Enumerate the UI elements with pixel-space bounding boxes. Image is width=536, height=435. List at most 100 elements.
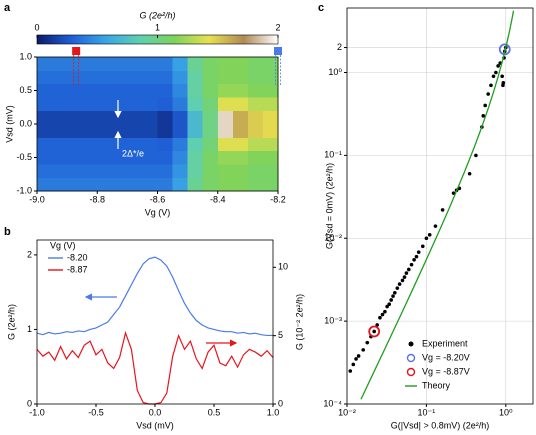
heatmap-cell [172, 97, 189, 111]
colorbar-tick-label: 2 [275, 22, 280, 32]
heatmap-cell [262, 83, 279, 98]
y-tick-label: 1.0 [19, 51, 32, 61]
heatmap-cell [52, 110, 68, 125]
colorbar-label: G (2e²/h) [139, 10, 175, 20]
heatmap-cell [67, 110, 83, 125]
x-tick-label: -0.5 [88, 407, 104, 417]
panel-letter: c [318, 2, 324, 14]
heatmap-cell [202, 177, 219, 192]
heatmap-cell [112, 124, 128, 138]
heatmap-cell [157, 97, 173, 111]
legend-title: Vg (V) [50, 240, 76, 250]
heatmap-cell [127, 150, 143, 165]
data-point [440, 208, 445, 212]
heatmap-cell [157, 57, 173, 71]
heatmap-cell [97, 97, 113, 111]
heatmap-cell [67, 57, 83, 71]
heatmap-cell [262, 124, 279, 138]
heatmap-cell [112, 150, 128, 165]
data-point [351, 362, 356, 367]
x-tick-label: 1.0 [267, 407, 280, 417]
x-tick-label: 10⁻² [338, 407, 356, 417]
x-tick-label: 10⁰ [499, 407, 513, 417]
heatmap-cell [127, 57, 143, 71]
heatmap-cell [82, 164, 98, 178]
data-point [372, 329, 376, 334]
theory-line [360, 10, 515, 400]
heatmap-cell [67, 124, 83, 138]
panel-letter: b [4, 226, 11, 238]
data-point [383, 309, 387, 314]
legend-label: Vg = -8.87V [422, 366, 470, 376]
heatmap-cell [217, 70, 234, 85]
heatmap-cell [82, 97, 98, 111]
heatmap-cell [262, 137, 279, 152]
heatmap-cell [157, 150, 173, 165]
heatmap-cell [52, 150, 68, 165]
heatmap-cell [157, 124, 173, 138]
heatmap-cell [172, 164, 189, 178]
data-point [391, 294, 395, 298]
heatmap-cell [217, 110, 234, 125]
heatmap-cell [52, 124, 68, 138]
x-tick-label: -1.0 [29, 407, 45, 417]
heatmap-cell [247, 83, 264, 98]
heatmap-cell [202, 110, 219, 125]
heatmap-cell [82, 70, 98, 85]
data-point [378, 315, 382, 320]
heatmap-cell [262, 177, 279, 192]
heatmap-cell [37, 137, 53, 152]
heatmap-cell [247, 70, 264, 85]
data-point [404, 271, 409, 275]
data-point [414, 254, 419, 259]
y2-tick-label: 10 [278, 262, 288, 272]
legend-label: -8.87 [67, 264, 88, 274]
heatmap-cell [37, 83, 53, 98]
data-point [409, 262, 414, 267]
heatmap-cell [67, 83, 83, 98]
heatmap-cell [112, 97, 128, 111]
heatmap-cell [82, 124, 98, 138]
heatmap-cell [37, 57, 53, 71]
heatmap-cell [97, 57, 113, 71]
heatmap-cell [202, 57, 219, 71]
heatmap-cell [127, 70, 143, 85]
data-point [395, 286, 400, 290]
heatmap-cell [142, 124, 158, 138]
heatmap-cell [52, 70, 68, 85]
data-line [36, 256, 273, 337]
heatmap-cell [232, 177, 249, 192]
cut-marker [274, 47, 282, 55]
heatmap-cell [232, 124, 249, 138]
heatmap-cell [97, 110, 113, 125]
plot-area [348, 10, 515, 400]
colorbar-tick-label: 0 [34, 22, 39, 32]
data-point [361, 348, 366, 352]
heatmap-cell [247, 57, 264, 71]
heatmap-cell [232, 70, 249, 85]
heatmap-cell [217, 83, 234, 98]
heatmap-cell [142, 57, 158, 71]
heatmap-cell [67, 70, 83, 85]
heatmap-cell [262, 110, 279, 125]
heatmap-cell [187, 137, 204, 152]
heatmap-cell [142, 137, 158, 152]
data-point [387, 302, 392, 307]
heatmap-cell [127, 137, 143, 152]
heatmap-cell [67, 137, 83, 152]
heatmap-cell [112, 177, 128, 192]
heatmap-cell [142, 110, 158, 125]
heatmap-cell [157, 70, 173, 85]
y-tick-label: 10⁻⁴ [323, 398, 342, 408]
heatmap-cell [217, 137, 234, 152]
y2-tick-label: 5 [278, 330, 283, 340]
heatmap-cell [127, 177, 143, 192]
heatmap-cell [82, 137, 98, 152]
y-tick-label: 10⁰ [328, 67, 342, 77]
legend-label: Theory [422, 380, 451, 390]
legend-label: Vg = -8.20V [422, 352, 470, 362]
y-tick-label: 2 [337, 42, 342, 52]
heatmap-cell [247, 164, 264, 178]
data-point [481, 114, 486, 118]
annotations: 2Δ*/e [84, 100, 238, 347]
